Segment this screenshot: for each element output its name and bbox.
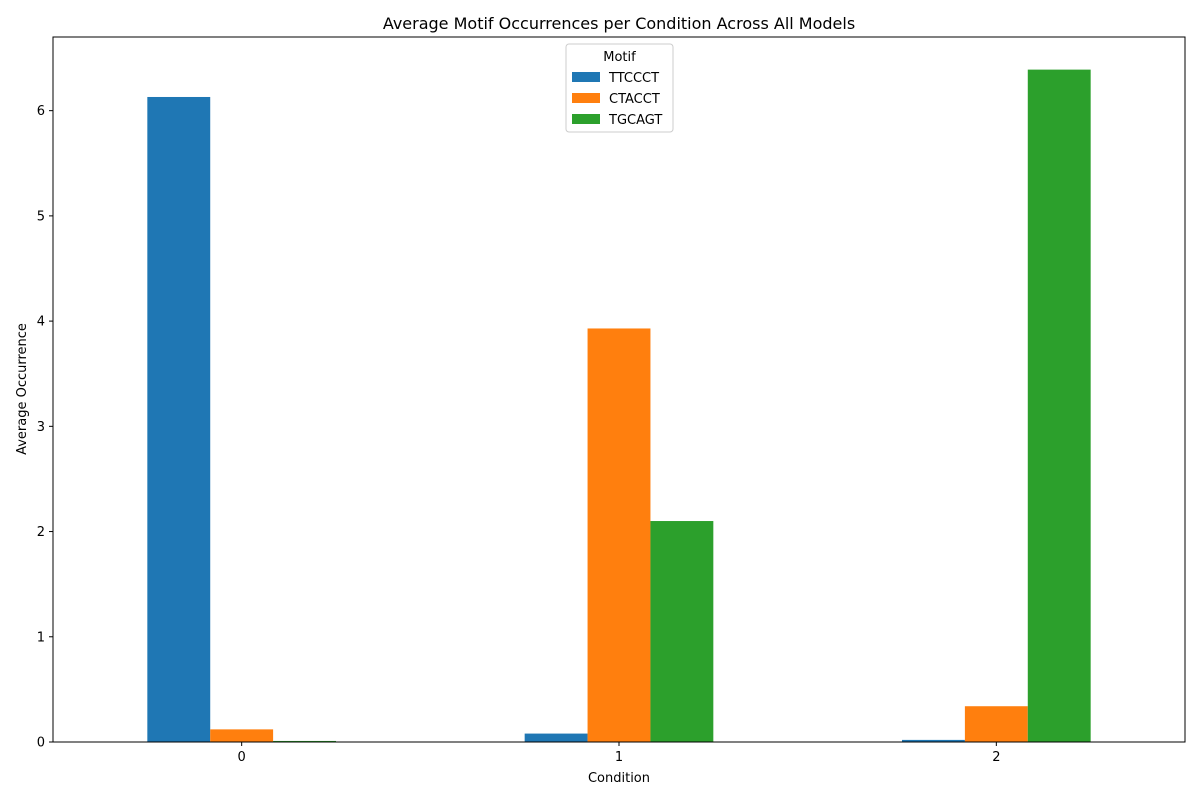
y-tick-label: 0 (37, 736, 45, 751)
plot-area: 0 1 2 0 1 2 3 4 5 6 (37, 36, 1186, 765)
legend-box (565, 43, 674, 133)
legend-label-tgcagt: TGCAGT (608, 113, 662, 128)
chart-title: Average Motif Occurrences per Condition … (383, 14, 855, 33)
legend-title: Motif (603, 50, 636, 65)
bar-tgcagt-0 (273, 740, 336, 742)
bar-ctacct-0 (210, 729, 274, 742)
legend: Motif TTCCCT CTACCT TGCAGT (565, 43, 674, 133)
y-tick-label: 5 (37, 209, 45, 224)
legend-swatch-tgcagt (572, 114, 600, 124)
y-tick-label: 2 (37, 525, 45, 540)
bar-ctacct-2 (964, 706, 1028, 742)
bar-tgcagt-1 (650, 521, 714, 742)
y-tick-label: 3 (37, 420, 45, 435)
legend-label-ctacct: CTACCT (609, 92, 660, 107)
x-tick-label: 0 (238, 750, 246, 765)
x-axis-label: Condition (588, 771, 650, 786)
bar-ttccct-2 (902, 739, 965, 742)
y-axis-label: Average Occurrence (15, 323, 30, 455)
y-tick-label: 4 (37, 315, 45, 330)
legend-label-ttccct: TTCCCT (608, 71, 659, 86)
bar-ttccct-1 (524, 733, 588, 742)
x-tick-label: 2 (992, 750, 1000, 765)
y-tick-label: 1 (37, 630, 45, 645)
x-tick-label: 1 (615, 750, 623, 765)
y-tick-label: 6 (37, 104, 45, 119)
bar-ttccct-0 (147, 96, 211, 743)
legend-swatch-ctacct (572, 93, 600, 103)
legend-swatch-ttccct (572, 72, 600, 82)
bar-ctacct-1 (587, 328, 651, 742)
bar-tgcagt-2 (1027, 69, 1091, 743)
